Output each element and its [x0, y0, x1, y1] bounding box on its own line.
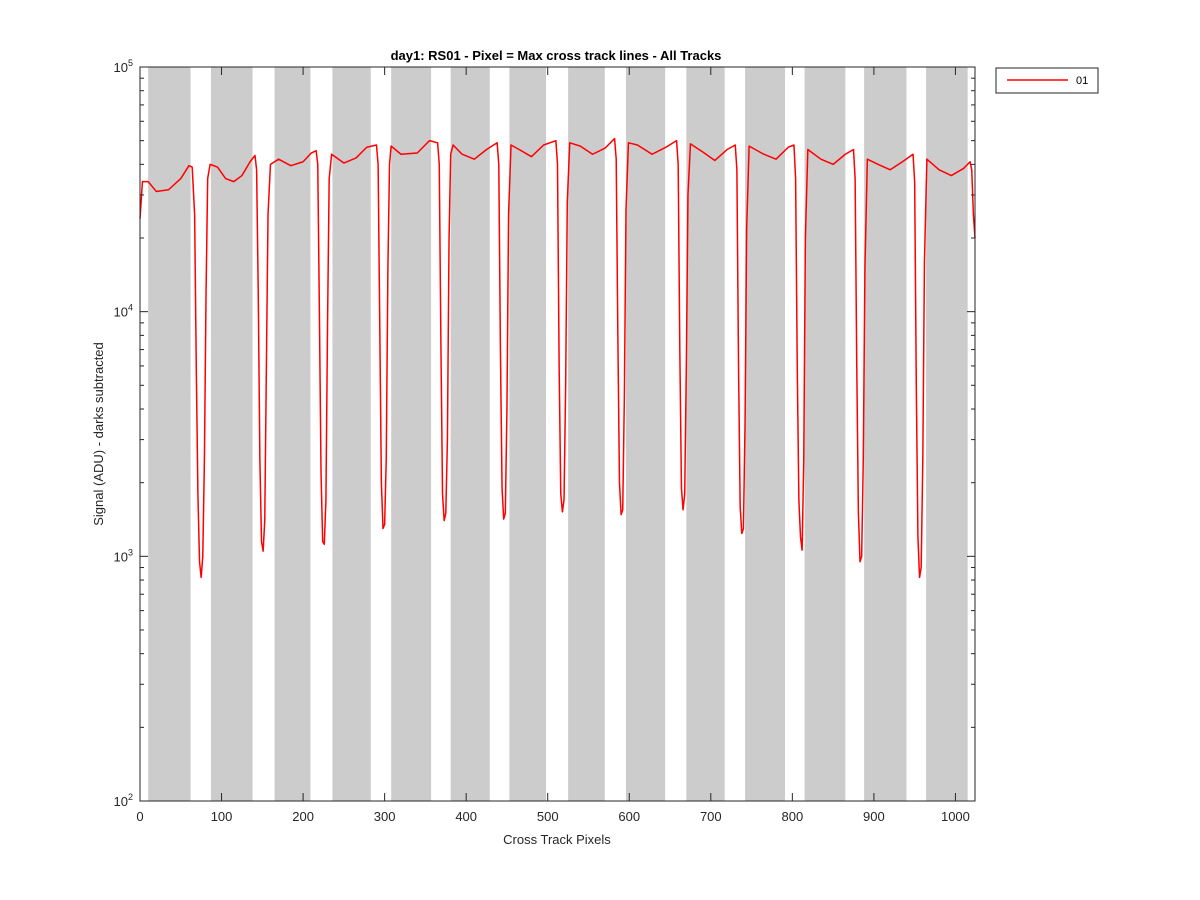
- shaded-band-5: [391, 67, 432, 801]
- y-tick-label-1000: 103: [114, 547, 133, 564]
- chart-title: day1: RS01 - Pixel = Max cross track lin…: [391, 48, 722, 63]
- shaded-band-13: [864, 67, 907, 801]
- shaded-band-11: [745, 67, 786, 801]
- x-tick-label-800: 800: [781, 809, 803, 824]
- y-axis-label: Signal (ADU) - darks subtracted: [91, 342, 106, 526]
- y-tick-label-base: 10: [114, 60, 128, 75]
- y-tick-label-exponent: 2: [128, 792, 133, 802]
- x-tick-label-600: 600: [618, 809, 640, 824]
- y-tick-label-base: 10: [114, 305, 128, 320]
- shaded-band-2: [210, 67, 253, 801]
- shaded-band-4: [332, 67, 371, 801]
- shaded-band-7: [509, 67, 547, 801]
- shaded-band-6: [450, 67, 490, 801]
- plot-area: [139, 66, 976, 802]
- axes-box: [139, 66, 976, 802]
- y-tick-label-100: 102: [114, 792, 133, 809]
- x-tick-label-700: 700: [700, 809, 722, 824]
- y-tick-label-exponent: 5: [128, 58, 133, 68]
- x-tick-label-200: 200: [292, 809, 314, 824]
- x-axis-label: Cross Track Pixels: [503, 832, 611, 847]
- shaded-band-1: [148, 67, 191, 801]
- x-tick-label-400: 400: [455, 809, 477, 824]
- y-tick-label-base: 10: [114, 549, 128, 564]
- series-lines: [139, 137, 976, 579]
- legend: 01: [995, 67, 1099, 94]
- shaded-band-3: [274, 67, 311, 801]
- x-tick-label-500: 500: [537, 809, 559, 824]
- y-tick-label-10000: 104: [114, 303, 133, 320]
- x-tick-label-1000: 1000: [941, 809, 970, 824]
- y-tick-label-base: 10: [114, 794, 128, 809]
- x-tick-label-0: 0: [136, 809, 143, 824]
- shaded-band-9: [625, 67, 666, 801]
- y-tick-label-100000: 105: [114, 58, 133, 75]
- shaded-band-8: [568, 67, 605, 801]
- shaded-bands: [148, 67, 968, 801]
- x-tick-label-300: 300: [374, 809, 396, 824]
- tick-labels: 0 100 200 300 400 500 600 700 800 900 100010210310…: [114, 58, 970, 824]
- legend-entry-01: 01: [1076, 75, 1088, 87]
- y-tick-label-exponent: 3: [128, 547, 133, 557]
- y-tick-label-exponent: 4: [128, 303, 133, 313]
- shaded-band-12: [804, 67, 846, 801]
- series-line-01: [139, 137, 976, 579]
- x-tick-label-900: 900: [863, 809, 885, 824]
- shaded-band-14: [926, 67, 968, 801]
- x-tick-label-100: 100: [211, 809, 233, 824]
- shaded-band-10: [686, 67, 725, 801]
